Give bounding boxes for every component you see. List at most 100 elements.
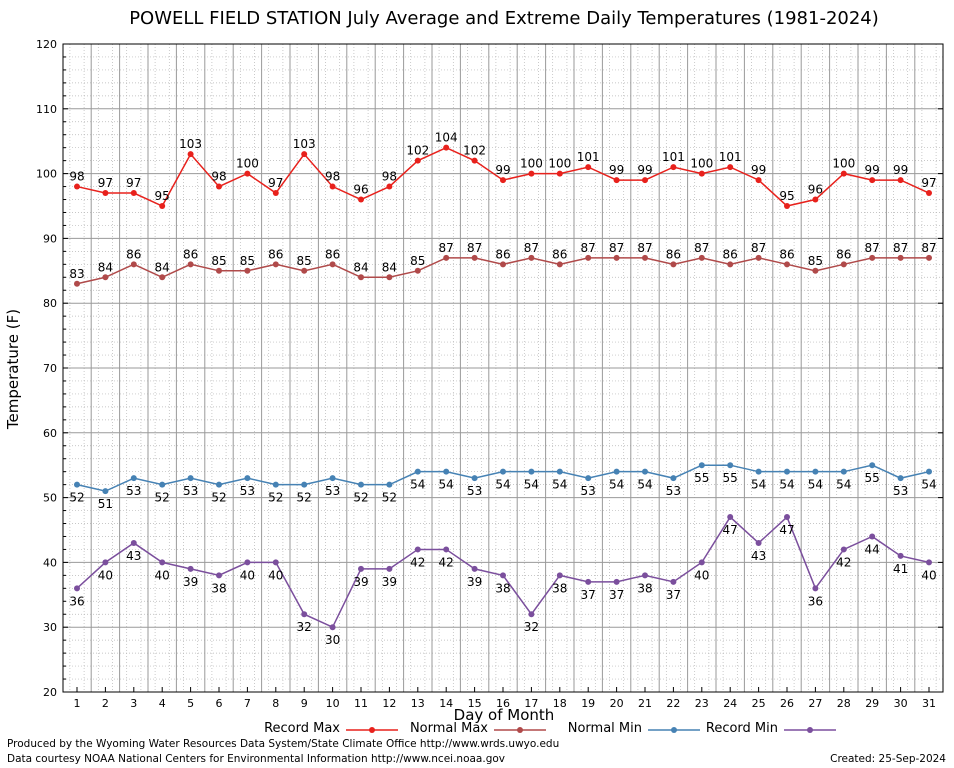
data-point xyxy=(613,254,620,261)
data-label: 95 xyxy=(779,189,794,203)
data-point xyxy=(386,274,393,281)
data-point xyxy=(642,468,648,475)
x-tick-label: 16 xyxy=(496,697,510,710)
data-point xyxy=(471,157,478,164)
data-label: 98 xyxy=(69,170,84,184)
data-label: 41 xyxy=(893,562,908,576)
data-label: 86 xyxy=(836,247,851,261)
data-label: 40 xyxy=(155,568,170,582)
data-point xyxy=(698,559,705,566)
data-point xyxy=(443,144,450,151)
data-point xyxy=(130,261,137,268)
data-point xyxy=(897,475,904,482)
data-label: 53 xyxy=(893,484,908,498)
data-point xyxy=(102,488,109,495)
data-label: 54 xyxy=(836,478,851,492)
x-tick-label: 26 xyxy=(780,697,794,710)
footer-created-date: Created: 25-Sep-2024 xyxy=(830,753,946,765)
data-point xyxy=(301,267,308,274)
data-label: 32 xyxy=(297,620,312,634)
data-point xyxy=(301,151,308,158)
data-label: 38 xyxy=(495,581,510,595)
data-label: 102 xyxy=(406,144,429,158)
y-tick-label: 60 xyxy=(43,427,57,440)
data-point xyxy=(159,203,166,209)
data-point xyxy=(727,164,734,171)
data-label: 52 xyxy=(382,491,397,505)
data-label: 54 xyxy=(552,478,567,492)
data-label: 85 xyxy=(410,254,425,268)
data-label: 54 xyxy=(751,478,766,492)
x-tick-label: 14 xyxy=(439,697,453,710)
x-tick-label: 15 xyxy=(468,697,482,710)
data-label: 52 xyxy=(211,491,226,505)
data-point xyxy=(556,170,563,177)
data-point xyxy=(102,559,109,566)
data-point xyxy=(869,177,876,184)
legend-swatch xyxy=(784,727,836,733)
y-tick-label: 20 xyxy=(43,686,57,699)
data-point xyxy=(869,533,876,540)
data-point xyxy=(272,190,279,197)
data-point xyxy=(74,280,80,287)
data-label: 97 xyxy=(921,176,936,190)
data-label: 87 xyxy=(694,241,709,255)
data-point xyxy=(500,261,506,268)
data-label: 85 xyxy=(808,254,823,268)
data-point xyxy=(386,481,393,488)
data-label: 99 xyxy=(495,163,510,177)
data-point xyxy=(301,611,308,618)
data-label: 37 xyxy=(581,588,596,602)
data-label: 85 xyxy=(297,254,312,268)
footer-data-courtesy: Data courtesy NOAA National Centers for … xyxy=(7,753,506,765)
data-label: 104 xyxy=(435,131,458,145)
data-label: 100 xyxy=(520,157,543,171)
data-point xyxy=(159,274,166,281)
data-label: 86 xyxy=(779,247,794,261)
y-tick-label: 70 xyxy=(43,362,57,375)
data-label: 87 xyxy=(467,241,482,255)
data-label: 43 xyxy=(126,549,141,563)
data-label: 97 xyxy=(126,176,141,190)
x-tick-label: 9 xyxy=(301,697,308,710)
data-point xyxy=(812,196,819,203)
data-label: 40 xyxy=(240,568,255,582)
data-label: 86 xyxy=(183,247,198,261)
data-point xyxy=(812,267,819,274)
y-tick-label: 90 xyxy=(43,232,57,245)
data-label: 84 xyxy=(382,260,397,274)
data-point xyxy=(130,475,137,482)
data-point xyxy=(528,468,535,475)
data-point xyxy=(812,468,819,475)
data-point xyxy=(840,261,847,268)
data-point xyxy=(897,552,904,559)
data-point xyxy=(358,196,364,203)
data-label: 54 xyxy=(609,478,624,492)
data-point xyxy=(187,151,194,158)
data-label: 38 xyxy=(211,581,226,595)
data-label: 39 xyxy=(183,575,198,589)
data-point xyxy=(784,514,790,521)
data-point xyxy=(358,565,364,572)
y-tick-label: 30 xyxy=(43,621,57,634)
data-point xyxy=(358,274,364,281)
x-tick-label: 3 xyxy=(130,697,137,710)
data-point xyxy=(471,254,478,261)
data-label: 100 xyxy=(236,157,259,171)
x-tick-label: 6 xyxy=(216,697,223,710)
data-label: 53 xyxy=(183,484,198,498)
data-label: 84 xyxy=(353,260,368,274)
y-tick-label: 100 xyxy=(36,168,57,181)
data-label: 101 xyxy=(719,150,742,164)
data-point xyxy=(698,170,705,177)
data-label: 39 xyxy=(467,575,482,589)
data-label: 54 xyxy=(439,478,454,492)
x-tick-label: 31 xyxy=(922,697,936,710)
data-point xyxy=(926,254,932,261)
data-label: 53 xyxy=(581,484,596,498)
data-label: 99 xyxy=(865,163,880,177)
data-label: 87 xyxy=(921,241,936,255)
data-point xyxy=(670,475,677,482)
data-point xyxy=(244,267,251,274)
legend-label: Record Max xyxy=(264,721,340,736)
